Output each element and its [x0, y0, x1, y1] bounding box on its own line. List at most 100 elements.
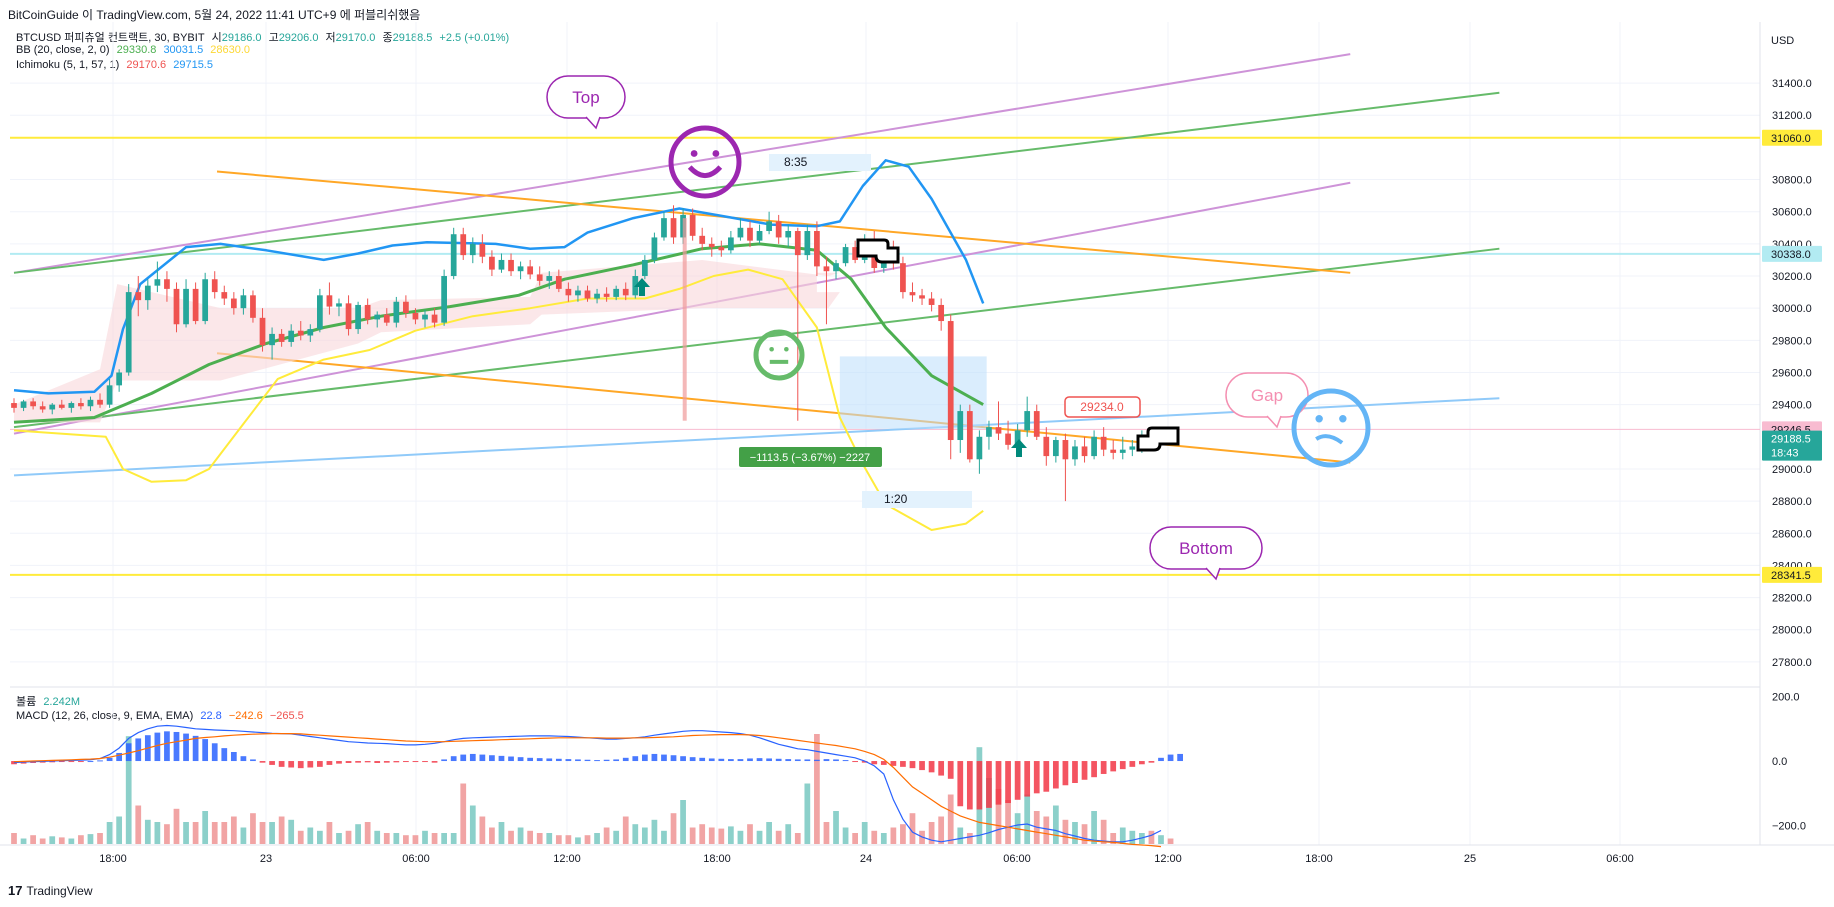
- candle-body[interactable]: [479, 243, 486, 257]
- orange-channel-lower[interactable]: [216, 352, 1351, 464]
- candle-body[interactable]: [661, 218, 667, 238]
- candle-body[interactable]: [240, 295, 247, 309]
- candle-body[interactable]: [603, 293, 610, 297]
- candle-body[interactable]: [450, 234, 457, 277]
- candle-body[interactable]: [211, 279, 218, 293]
- ichimoku-legend[interactable]: Ichimoku (5, 1, 57, 1) 29170.6 29715.5: [16, 59, 217, 71]
- top-bubble[interactable]: Top: [546, 75, 626, 130]
- candle-body[interactable]: [584, 290, 591, 299]
- candle-body[interactable]: [737, 227, 744, 238]
- candle-body[interactable]: [1024, 411, 1031, 431]
- candle-body[interactable]: [670, 218, 677, 238]
- candle-body[interactable]: [508, 259, 514, 272]
- candle-body[interactable]: [842, 247, 849, 264]
- candle-body[interactable]: [498, 259, 505, 270]
- price-tag[interactable]: [1762, 566, 1822, 583]
- candle-body[interactable]: [823, 266, 830, 272]
- candle-body[interactable]: [1110, 449, 1117, 453]
- candle-body[interactable]: [689, 214, 696, 236]
- macd-legend[interactable]: MACD (12, 26, close, 9, EMA, EMA) 22.8 −…: [16, 710, 308, 722]
- candle-body[interactable]: [814, 231, 820, 267]
- candle-body[interactable]: [259, 317, 266, 346]
- candle-body[interactable]: [307, 329, 314, 336]
- candle-body[interactable]: [441, 276, 447, 323]
- candle-body[interactable]: [775, 221, 782, 238]
- candle-body[interactable]: [565, 288, 572, 296]
- volume-legend[interactable]: 볼륨 2.242M: [16, 693, 84, 709]
- candle-body[interactable]: [546, 276, 553, 281]
- candle-body[interactable]: [364, 304, 371, 320]
- candle-body[interactable]: [833, 263, 839, 272]
- symbol-name[interactable]: BTCUSD 퍼피츄얼 컨트랙트, 30, BYBIT: [16, 32, 205, 44]
- candle-body[interactable]: [58, 404, 65, 408]
- bottom-bubble[interactable]: Bottom: [1149, 526, 1263, 581]
- candle-body[interactable]: [986, 427, 992, 437]
- candle-body[interactable]: [957, 411, 964, 441]
- footer-brand[interactable]: 17 TradingView: [8, 883, 93, 898]
- candle-body[interactable]: [804, 231, 811, 256]
- candle-body[interactable]: [383, 314, 390, 323]
- candle-body[interactable]: [794, 231, 801, 256]
- candle-body[interactable]: [1052, 440, 1059, 457]
- candle-body[interactable]: [297, 330, 304, 336]
- candle-body[interactable]: [641, 259, 648, 277]
- candle-body[interactable]: [355, 304, 361, 330]
- candle-body[interactable]: [326, 295, 333, 307]
- candle-body[interactable]: [173, 288, 180, 325]
- candle-body[interactable]: [928, 298, 935, 305]
- candle-body[interactable]: [919, 295, 925, 299]
- gap-bubble[interactable]: Gap: [1225, 372, 1309, 429]
- candle-body[interactable]: [517, 266, 524, 272]
- candle-body[interactable]: [106, 385, 113, 405]
- candle-body[interactable]: [708, 243, 715, 248]
- duration-box-bottom[interactable]: [862, 491, 972, 508]
- candle-body[interactable]: [1081, 446, 1088, 457]
- candle-body[interactable]: [938, 304, 945, 322]
- candle-body[interactable]: [947, 321, 954, 441]
- candle-body[interactable]: [651, 237, 658, 260]
- candle-body[interactable]: [718, 247, 725, 251]
- candle-body[interactable]: [766, 221, 772, 232]
- candle-body[interactable]: [966, 411, 973, 460]
- candle-body[interactable]: [125, 292, 132, 373]
- candle-body[interactable]: [154, 279, 161, 286]
- drop-measure-bar[interactable]: [682, 218, 687, 421]
- price-note-box[interactable]: [1064, 396, 1141, 418]
- candle-body[interactable]: [422, 314, 428, 320]
- candle-body[interactable]: [699, 235, 706, 244]
- candle-body[interactable]: [469, 243, 476, 256]
- candle-body[interactable]: [1072, 446, 1078, 460]
- candle-body[interactable]: [393, 301, 400, 323]
- candle-body[interactable]: [68, 403, 75, 408]
- candle-body[interactable]: [1014, 430, 1021, 445]
- candle-body[interactable]: [575, 290, 581, 296]
- candle-body[interactable]: [1043, 436, 1050, 457]
- candle-body[interactable]: [900, 263, 906, 293]
- drop-measure-box[interactable]: [739, 447, 882, 467]
- candle-body[interactable]: [316, 295, 323, 330]
- price-tag[interactable]: [1762, 430, 1822, 461]
- candle-body[interactable]: [192, 288, 199, 322]
- candle-body[interactable]: [345, 303, 352, 330]
- candle-body[interactable]: [97, 399, 103, 405]
- candle-body[interactable]: [30, 401, 36, 407]
- price-tag[interactable]: [1762, 129, 1822, 146]
- candle-body[interactable]: [336, 303, 342, 307]
- candle-body[interactable]: [49, 404, 56, 410]
- candle-body[interactable]: [1100, 436, 1107, 450]
- candle-body[interactable]: [183, 288, 189, 325]
- candle-body[interactable]: [613, 288, 620, 297]
- candle-body[interactable]: [756, 231, 763, 241]
- candle-body[interactable]: [164, 279, 170, 289]
- candle-body[interactable]: [622, 288, 629, 296]
- candle-body[interactable]: [221, 292, 228, 299]
- candle-body[interactable]: [144, 285, 151, 301]
- candle-body[interactable]: [909, 292, 916, 296]
- candle-body[interactable]: [374, 314, 381, 320]
- candle-body[interactable]: [269, 333, 275, 346]
- candle-body[interactable]: [78, 403, 84, 407]
- candle-body[interactable]: [1129, 446, 1136, 450]
- candle-body[interactable]: [995, 427, 1002, 434]
- bb-legend[interactable]: BB (20, close, 2, 0) 29330.8 30031.5 286…: [16, 44, 254, 56]
